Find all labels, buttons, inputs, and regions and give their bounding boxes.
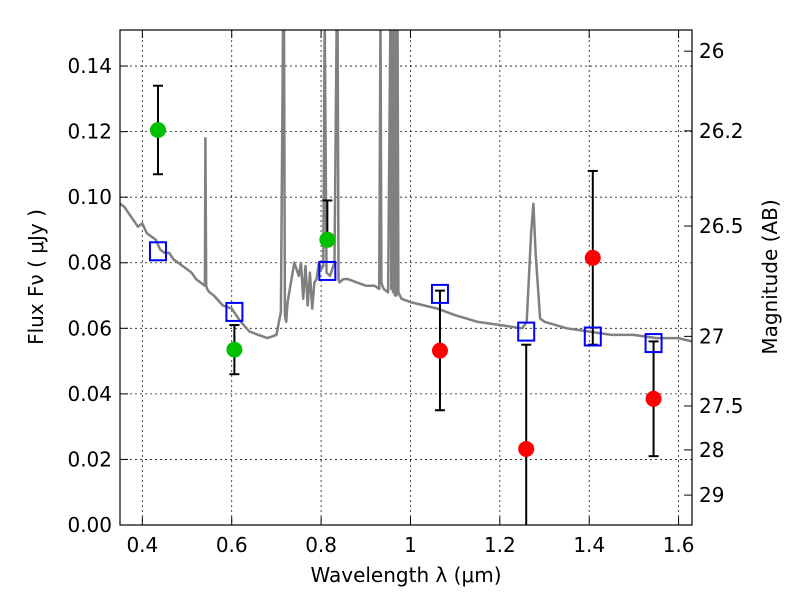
data-point-circle xyxy=(431,342,448,359)
right-tick-label: 27.5 xyxy=(699,394,744,418)
model-spectrum-layer xyxy=(120,30,692,343)
data-point-circle xyxy=(645,390,662,407)
right-tick-label: 27 xyxy=(699,324,724,348)
y-tick-label: 0.14 xyxy=(67,54,112,78)
data-point-circle xyxy=(319,231,336,248)
data-point-circle xyxy=(149,121,166,138)
data-point-circle xyxy=(584,249,601,266)
right-tick-label: 29 xyxy=(699,483,724,507)
model-point-square xyxy=(148,241,167,262)
x-tick-label: 1.2 xyxy=(484,533,516,557)
data-point-circle xyxy=(226,341,243,358)
x-tick-label: 0.4 xyxy=(126,533,158,557)
y-axis-ticks: 0.00 0.02 0.04 0.06 0.08 0.10 0.12 0.14 xyxy=(67,54,128,537)
x-tick-label: 1.6 xyxy=(663,533,695,557)
y-tick-label: 0.12 xyxy=(67,120,112,144)
x-tick-label: 1.4 xyxy=(573,533,605,557)
right-axis-label: Magnitude (AB) xyxy=(758,199,782,354)
model-point-square xyxy=(644,333,663,354)
y-tick-label: 0.00 xyxy=(67,513,112,537)
x-axis-ticks: 0.4 0.6 0.8 1 1.2 1.4 1.6 xyxy=(126,30,695,557)
y-tick-label: 0.10 xyxy=(67,185,112,209)
x-tick-label: 0.8 xyxy=(305,533,337,557)
marker-layer xyxy=(148,121,663,457)
model-point-square xyxy=(318,260,337,281)
y-tick-label: 0.02 xyxy=(67,447,112,471)
model-point-square xyxy=(583,326,602,347)
x-tick-label: 0.6 xyxy=(216,533,248,557)
right-tick-label: 26.2 xyxy=(699,119,744,143)
y-tick-label: 0.06 xyxy=(67,316,112,340)
model-point-square xyxy=(225,301,244,322)
y-tick-label: 0.08 xyxy=(67,251,112,275)
plot-frame xyxy=(119,29,693,526)
plot-background xyxy=(120,30,692,525)
model-point-square xyxy=(430,283,449,304)
right-axis-ticks: 26 26.2 26.5 27 27.5 28 29 xyxy=(684,39,744,507)
y-axis-label: Flux Fν ( μJy ) xyxy=(24,209,48,345)
data-point-circle xyxy=(518,440,535,457)
model-point-square xyxy=(517,321,536,342)
model-spectrum-line xyxy=(120,30,692,343)
right-tick-label: 26.5 xyxy=(699,214,744,238)
right-tick-label: 28 xyxy=(699,438,724,462)
grid-lines xyxy=(120,30,692,525)
x-axis-label: Wavelength λ (μm) xyxy=(310,563,501,587)
x-tick-label: 1 xyxy=(404,533,417,557)
right-tick-label: 26 xyxy=(699,39,724,63)
y-tick-label: 0.04 xyxy=(67,382,112,406)
